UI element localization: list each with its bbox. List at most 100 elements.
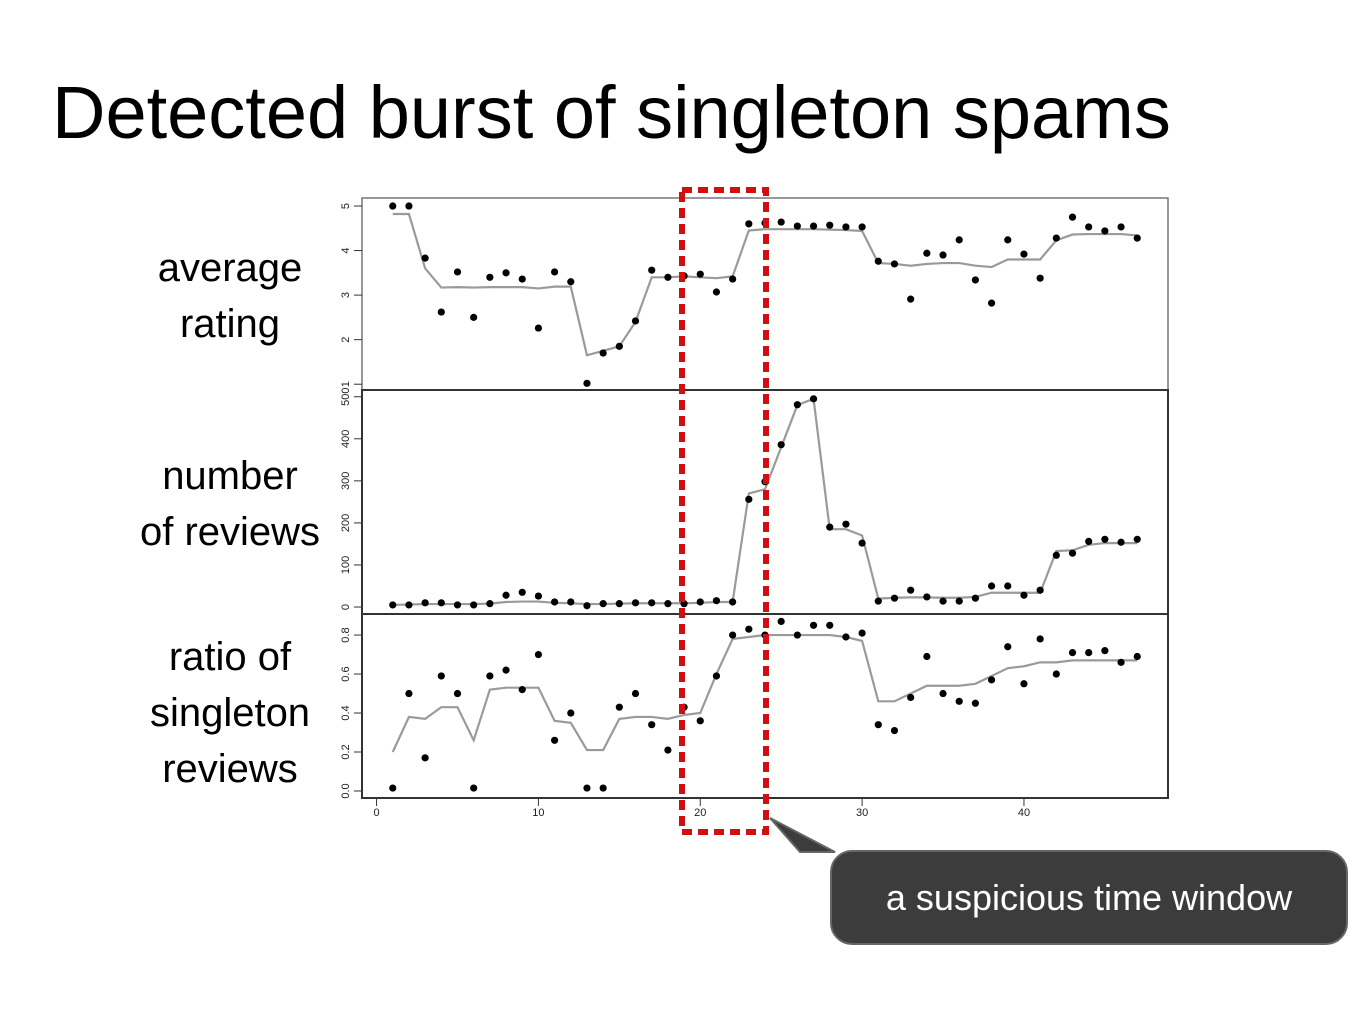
data-point [550,736,559,744]
data-point [987,299,996,307]
data-point [696,598,704,606]
data-point [890,260,899,268]
data-point [1133,652,1141,661]
data-point [1085,537,1093,546]
data-point [745,495,753,503]
data-point [955,236,963,244]
data-point [421,754,429,762]
data-point [1052,234,1060,242]
data-point [583,784,591,792]
y-tick-label: 500 [340,388,352,406]
data-point [858,629,866,637]
data-point [842,633,850,641]
data-point [874,721,882,729]
data-point [1004,582,1012,590]
data-point [987,676,996,684]
data-point [470,313,478,321]
y-tick-label: 100 [340,556,352,574]
data-point [1020,680,1028,688]
y-axis-label-line: number [162,454,298,498]
y-axis-label-line: singleton [149,691,311,735]
data-point [923,652,931,661]
x-tick-label: 0 [374,807,380,819]
data-point [874,597,882,605]
data-point [567,598,575,606]
data-point [453,689,462,698]
data-point [777,218,785,226]
data-point [1101,227,1109,235]
data-point [534,650,543,659]
data-point [615,342,623,350]
data-point [1004,643,1012,651]
data-point [437,672,445,680]
x-tick-label: 10 [532,807,544,819]
data-point [615,600,623,608]
data-point [502,591,510,599]
data-point [907,586,915,594]
data-point [1117,538,1125,546]
y-tick-label: 0.4 [340,705,352,720]
data-point [486,600,494,608]
data-point [631,599,640,607]
data-point [405,601,413,609]
data-point [486,273,494,281]
data-point [939,689,947,698]
data-point [712,672,721,680]
y-tick-label: 0.8 [340,627,352,642]
data-point [631,317,640,325]
data-point [826,523,834,531]
data-point [793,631,801,639]
data-point [939,597,947,605]
data-point [550,598,559,606]
y-axis-label: average rating [110,240,350,352]
data-point [502,666,510,674]
series-line [392,397,1138,607]
data-point [631,689,640,698]
data-point [437,599,445,607]
series-line [392,212,1138,357]
data-point [518,588,526,596]
y-axis-label: number of reviews [110,448,350,560]
data-point [648,266,656,274]
data-point [809,395,818,403]
data-point [826,221,834,229]
data-point [729,598,737,606]
data-point [389,601,397,609]
data-point [534,324,543,332]
data-point [712,597,721,605]
data-point [1085,648,1093,657]
data-point [696,270,704,278]
y-axis-label-line: average [157,246,303,290]
callout: a suspicious time window [830,850,1348,945]
data-point [971,699,980,707]
data-point [874,257,882,265]
y-tick-label: 1 [340,381,352,387]
x-tick-label: 40 [1018,807,1030,819]
data-point [470,784,478,792]
data-point [405,202,413,210]
data-point [518,686,526,694]
data-point [842,520,850,528]
data-point [550,268,559,276]
highlight-window [679,187,769,835]
data-point [421,599,429,607]
x-tick-label: 30 [856,807,868,819]
data-point [809,222,818,230]
data-point [664,746,672,754]
data-point [1101,535,1109,543]
y-tick-label: 4 [340,248,352,254]
data-point [615,703,623,711]
data-point [518,275,526,283]
data-point [1020,250,1028,258]
data-point [405,689,413,698]
data-point [696,717,704,725]
data-point [923,593,931,601]
y-tick-label: 0 [340,604,352,610]
data-point [826,621,834,629]
data-point [1133,234,1141,242]
y-tick-label: 400 [340,430,352,448]
data-point [1020,591,1028,599]
data-point [470,601,478,609]
data-point [955,597,963,605]
